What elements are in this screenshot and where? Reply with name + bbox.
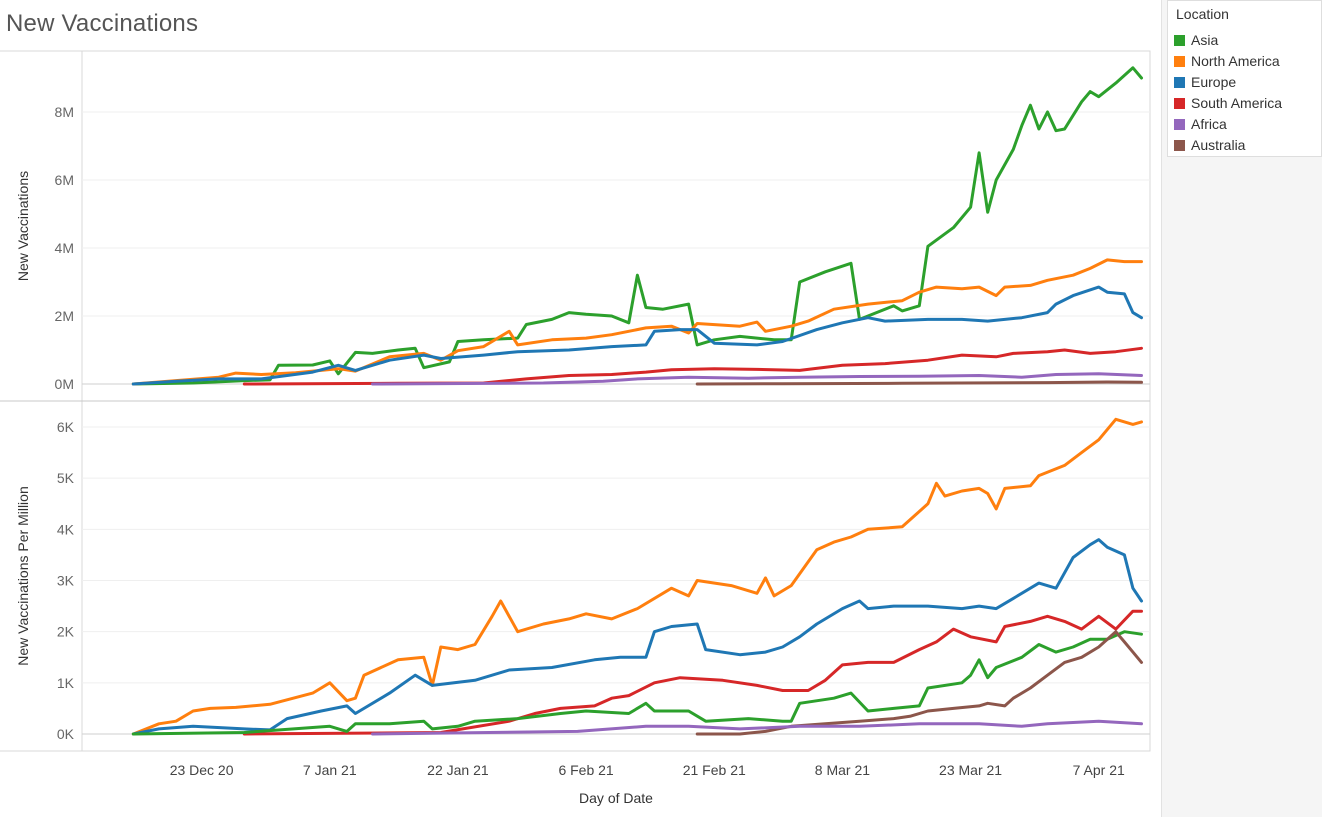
x-tick-label: 8 Mar 21	[815, 762, 870, 778]
y-tick-label: 6K	[57, 419, 75, 435]
legend-swatch	[1174, 55, 1185, 67]
y-tick-label: 2K	[57, 624, 75, 640]
series-line-asia[interactable]	[131, 630, 1143, 736]
x-tick-label: 7 Jan 21	[303, 762, 357, 778]
series-line-africa[interactable]	[371, 719, 1143, 736]
panel-new-vaccinations: 0M 2M 4M 6M 8M New Vaccinations	[15, 66, 1150, 392]
legend-label: Africa	[1191, 116, 1227, 132]
y-axis-label: New Vaccinations	[15, 171, 31, 281]
y-tick-label: 1K	[57, 675, 75, 691]
x-axis-label: Day of Date	[579, 790, 653, 806]
series-line-asia[interactable]	[131, 66, 1143, 386]
legend-label: Europe	[1191, 74, 1237, 90]
series-line-australia[interactable]	[695, 630, 1143, 736]
legend-swatch	[1174, 97, 1185, 109]
chart-area: 0M 2M 4M 6M 8M New Vaccinations 0K 1K 2K 3K 4K 5K 6…	[0, 50, 1151, 806]
chart-title: New Vaccinations	[6, 10, 199, 37]
series-line-europe[interactable]	[131, 285, 1143, 386]
panel-new-vaccinations-per-million: 0K 1K 2K 3K 4K 5K 6K New Vaccinations Per Milli…	[15, 417, 1150, 742]
x-tick-label: 23 Dec 20	[170, 762, 234, 778]
y-tick-label: 8M	[55, 104, 74, 120]
y-tick-label: 5K	[57, 470, 75, 486]
legend-item-south-america[interactable]: South America	[1174, 95, 1282, 115]
y-tick-label: 4M	[55, 240, 74, 256]
x-tick-label: 6 Feb 21	[558, 762, 613, 778]
legend-swatch	[1174, 76, 1185, 88]
legend-swatch	[1174, 139, 1185, 151]
x-tick-label: 7 Apr 21	[1073, 762, 1125, 778]
y-tick-label: 0M	[55, 376, 74, 392]
legend-title: Location	[1176, 6, 1229, 22]
series-line-north-america[interactable]	[131, 417, 1143, 736]
chart-frame	[0, 50, 1151, 752]
legend-item-africa[interactable]: Africa	[1174, 116, 1227, 136]
legend-item-australia[interactable]: Australia	[1174, 137, 1245, 157]
legend-item-asia[interactable]: Asia	[1174, 32, 1218, 52]
legend-label: Asia	[1191, 32, 1219, 48]
series-line-south-america[interactable]	[242, 609, 1143, 736]
x-tick-label: 22 Jan 21	[427, 762, 489, 778]
x-tick-label: 23 Mar 21	[939, 762, 1002, 778]
series-line-africa[interactable]	[371, 372, 1143, 386]
legend-swatch	[1174, 34, 1185, 46]
legend-swatch	[1174, 118, 1185, 130]
y-tick-label: 4K	[57, 521, 75, 537]
legend-item-europe[interactable]: Europe	[1174, 74, 1236, 94]
legend-label: Australia	[1191, 137, 1246, 153]
x-tick-label: 21 Feb 21	[683, 762, 746, 778]
series-line-australia[interactable]	[695, 380, 1143, 386]
legend-label: South America	[1191, 95, 1283, 111]
y-tick-label: 6M	[55, 172, 74, 188]
y-tick-label: 2M	[55, 308, 74, 324]
x-axis: 23 Dec 20 7 Jan 21 22 Jan 21 6 Feb 21 21 Feb…	[170, 762, 1125, 806]
y-axis-label: New Vaccinations Per Million	[15, 486, 31, 665]
legend-label: North America	[1191, 53, 1280, 69]
y-tick-label: 3K	[57, 573, 75, 589]
legend: Location Asia North America Europe South Am…	[1167, 0, 1322, 157]
legend-item-north-america[interactable]: North America	[1174, 53, 1280, 73]
series-line-south-america[interactable]	[242, 346, 1143, 386]
series-line-europe[interactable]	[131, 538, 1143, 736]
y-tick-label: 0K	[57, 726, 75, 742]
